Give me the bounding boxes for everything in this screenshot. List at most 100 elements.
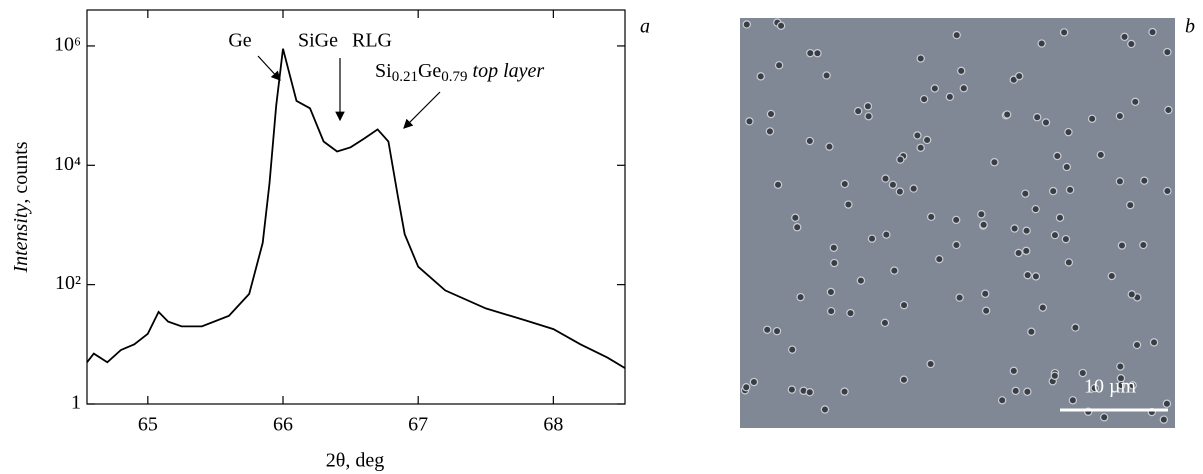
particle <box>749 377 759 387</box>
particle <box>913 131 922 140</box>
particle <box>1116 362 1125 371</box>
particle <box>896 155 905 164</box>
particle <box>840 387 849 396</box>
particle <box>864 112 873 121</box>
x-tick-label: 68 <box>543 414 563 436</box>
particle <box>890 266 899 275</box>
particle <box>1162 399 1172 408</box>
label-part: Ge <box>418 60 441 82</box>
particle <box>826 306 836 316</box>
particle <box>1068 396 1078 405</box>
particle <box>888 180 898 190</box>
particle <box>990 158 999 167</box>
particle <box>773 180 783 189</box>
particle <box>952 30 961 40</box>
particle <box>930 84 940 93</box>
particle <box>863 102 873 111</box>
particle <box>916 54 925 63</box>
particle <box>1115 111 1125 121</box>
particle <box>945 92 955 102</box>
particle <box>977 210 986 219</box>
particle <box>829 243 838 252</box>
particle <box>766 109 776 119</box>
scale-bar-label: 10 µm <box>1084 376 1137 398</box>
particle <box>899 300 909 310</box>
particle <box>1139 240 1148 250</box>
particle <box>899 375 909 384</box>
particle <box>1022 226 1031 235</box>
annotation: SiGe <box>298 30 338 52</box>
particle <box>959 84 969 93</box>
data-line <box>86 48 626 369</box>
y-tick-label: 10⁴ <box>54 153 81 175</box>
particle <box>840 179 849 189</box>
particle <box>952 240 961 250</box>
particle <box>1061 234 1071 244</box>
y-tick-label: 10⁶ <box>54 34 81 56</box>
annotation: Ge <box>228 30 251 52</box>
particle <box>1163 186 1172 196</box>
particle <box>997 396 1007 405</box>
particle <box>1064 127 1073 137</box>
particle <box>1031 272 1041 281</box>
particle <box>880 318 890 328</box>
y-tick-label: 10² <box>55 272 81 294</box>
particle <box>1009 366 1018 376</box>
particle <box>952 215 961 225</box>
particle <box>1002 110 1012 119</box>
label-part: top layer <box>473 60 545 82</box>
particle <box>1050 371 1060 381</box>
particle <box>1140 176 1149 185</box>
x-tick-label: 66 <box>273 414 293 436</box>
x-tick-label: 65 <box>138 414 158 436</box>
particle <box>844 200 853 209</box>
particle <box>742 382 751 392</box>
annotation: Si0.21Ge0.79 top layer <box>375 60 544 86</box>
y-tick-label: 1 <box>71 392 81 414</box>
label-part: Si <box>375 60 392 82</box>
particle <box>822 71 831 80</box>
particle <box>1031 204 1040 214</box>
particle <box>772 326 782 336</box>
particle <box>787 385 797 394</box>
y-axis-label: Intensity, counts <box>10 141 32 273</box>
panel-label: a <box>640 16 650 38</box>
particle <box>1049 186 1058 196</box>
particle <box>825 142 834 151</box>
particle <box>1120 32 1129 42</box>
particle <box>979 220 988 229</box>
particle <box>1014 248 1023 258</box>
particle <box>881 174 890 183</box>
particle <box>796 292 805 302</box>
particle <box>1078 368 1087 378</box>
particle <box>853 106 863 116</box>
particle <box>763 325 772 334</box>
particle <box>1090 383 1099 393</box>
particle <box>867 234 877 243</box>
particle <box>1127 290 1136 299</box>
particle <box>830 258 839 268</box>
particle <box>957 66 966 76</box>
particle <box>742 20 751 29</box>
annotation: RLG <box>352 30 392 52</box>
particle <box>926 359 935 369</box>
particle <box>1115 177 1125 186</box>
particle <box>1023 387 1032 396</box>
particle <box>1064 258 1074 267</box>
particle <box>1128 381 1137 390</box>
particle <box>1022 246 1031 256</box>
particle <box>981 289 990 298</box>
particle <box>813 49 822 58</box>
particle <box>882 230 891 239</box>
particle <box>926 212 936 222</box>
particle <box>1050 230 1060 240</box>
particle <box>1065 185 1075 195</box>
y-axis-label-rest: , counts <box>10 141 32 203</box>
particle <box>1032 113 1042 122</box>
plot-frame <box>86 9 626 405</box>
particle <box>1041 118 1051 127</box>
particle <box>922 135 932 145</box>
particle <box>895 187 905 196</box>
particle <box>935 254 944 264</box>
